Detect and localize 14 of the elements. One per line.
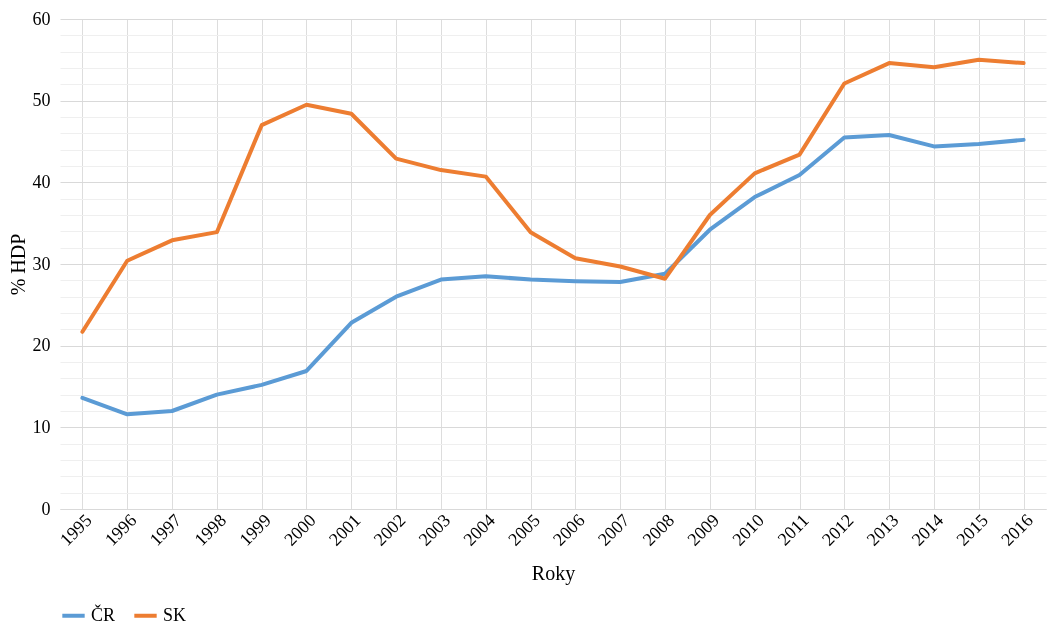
line-series (80, 57, 1026, 334)
legend-label: SK (163, 604, 187, 625)
y-tick-label: 30 (32, 253, 51, 274)
y-tick-label: 0 (41, 498, 51, 519)
line-series (80, 132, 1026, 417)
y-tick-label: 40 (32, 171, 51, 192)
y-tick-label: 50 (32, 90, 51, 111)
legend-label: ČR (91, 603, 116, 625)
y-axis-title: % HDP (6, 233, 29, 296)
y-tick-label: 10 (32, 416, 51, 437)
y-tick-label: 20 (32, 335, 51, 356)
y-tick-label: 60 (32, 8, 51, 29)
x-axis-title: Roky (531, 561, 576, 585)
x-tick-label: 2011 (773, 510, 813, 550)
